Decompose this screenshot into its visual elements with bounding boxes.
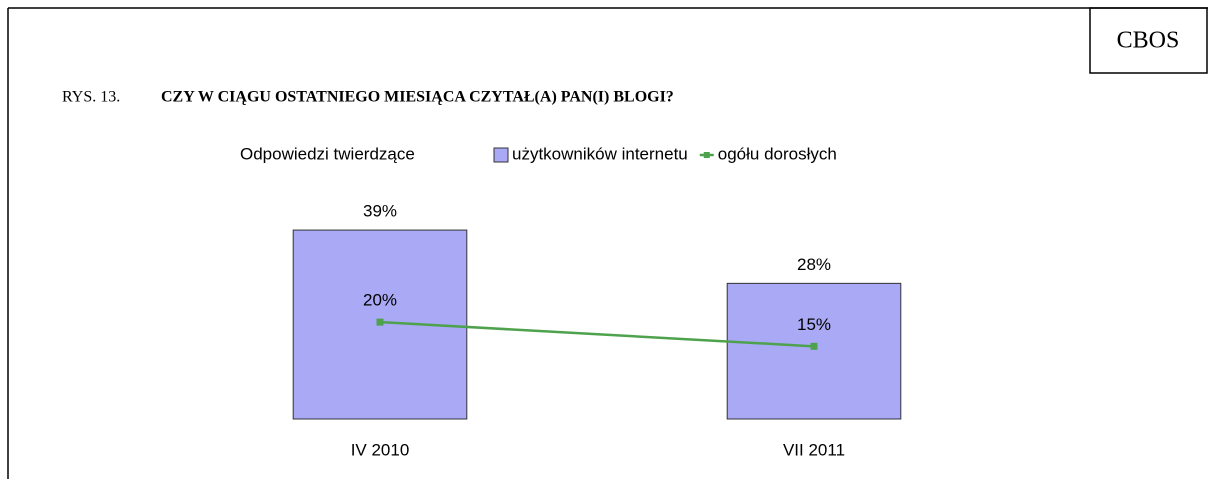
legend-marker: [703, 152, 710, 158]
chart-title: CZY W CIĄGU OSTATNIEGO MIESIĄCA CZYTAŁ(A…: [161, 89, 674, 106]
line-marker: [376, 318, 384, 326]
bar-value-label: 39%: [363, 202, 397, 221]
x-tick-label: VII 2011: [783, 440, 845, 459]
line: [379, 320, 815, 348]
bar: [726, 282, 902, 420]
legend-label: ogółu dorosłych: [718, 144, 837, 163]
line-marker: [810, 342, 818, 350]
legend-label: użytkowników internetu: [512, 144, 688, 163]
line-value-label: 15%: [797, 315, 831, 334]
badge: CBOS: [1117, 28, 1180, 54]
legend-swatch: [493, 147, 509, 163]
figure-label: RYS. 13.: [62, 89, 120, 106]
badge-box: [1089, 7, 1208, 74]
bar-value-label: 28%: [797, 255, 831, 274]
line-value-label: 20%: [363, 291, 397, 310]
legend-title: Odpowiedzi twierdzące: [240, 144, 415, 163]
x-tick-label: IV 2010: [351, 440, 410, 459]
